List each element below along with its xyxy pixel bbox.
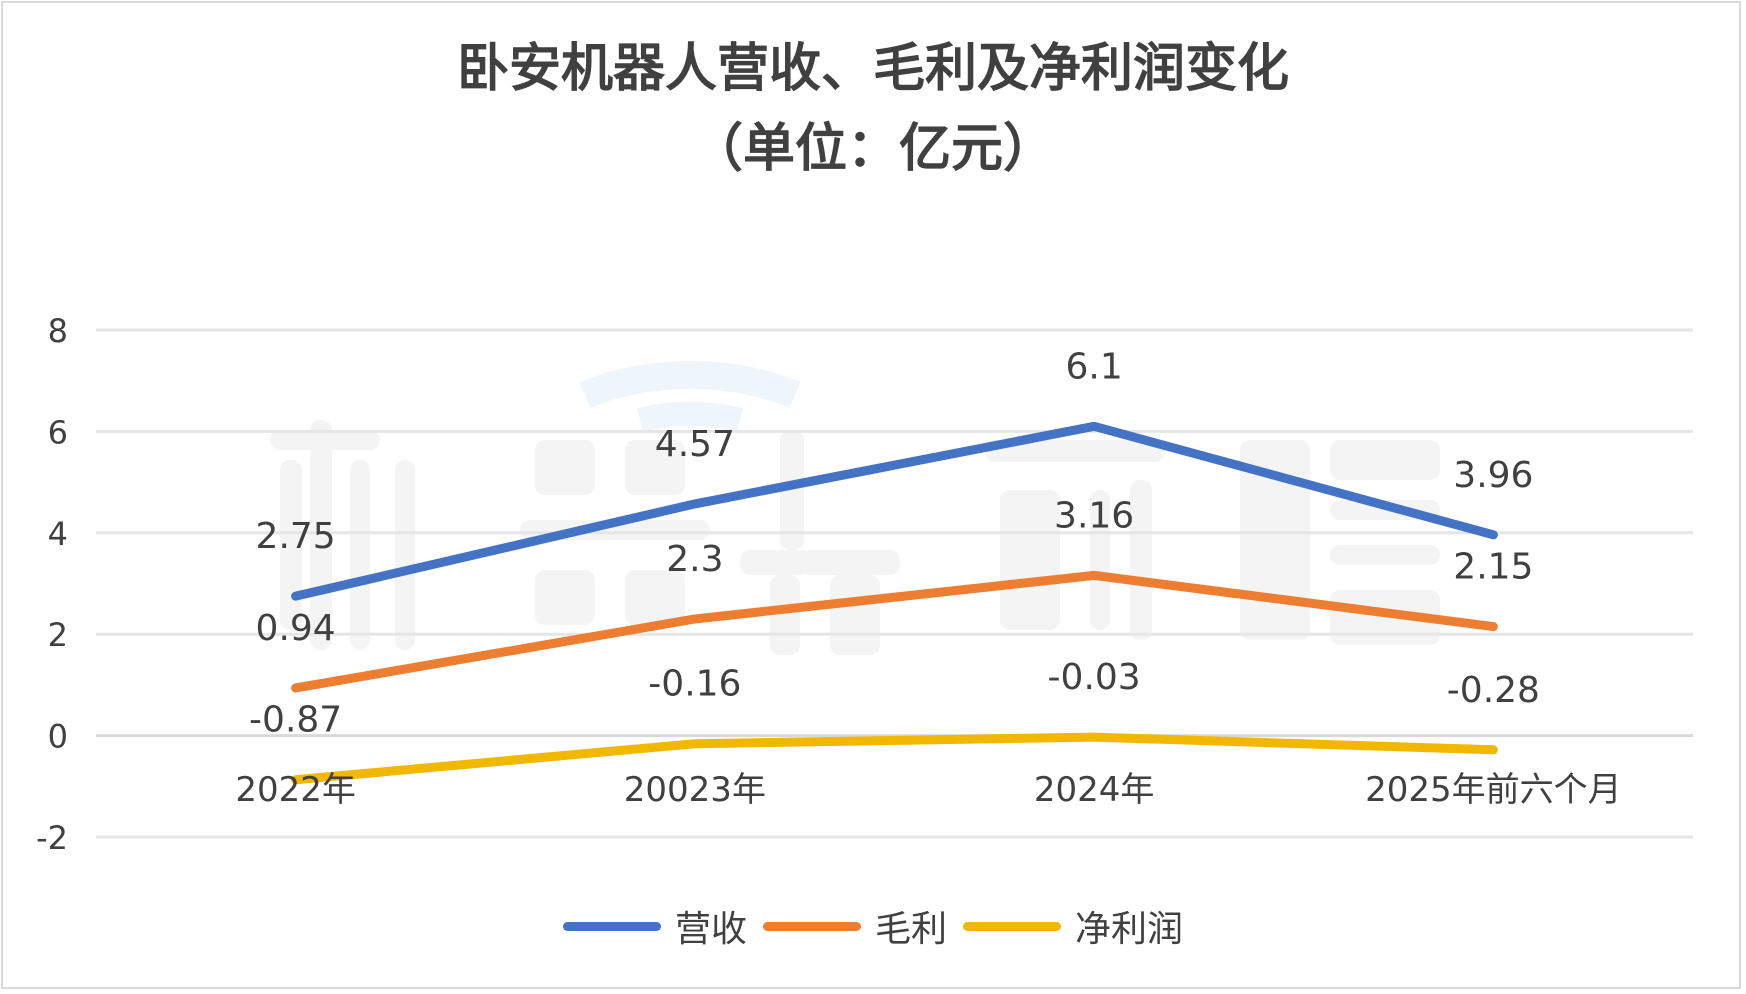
watermark-glyph-shape xyxy=(800,550,900,575)
series-line-0 xyxy=(291,421,1498,601)
y-tick-label: 2 xyxy=(48,616,68,654)
x-tick-label: 2022年 xyxy=(235,770,356,810)
data-label: -0.28 xyxy=(1447,670,1540,711)
watermark-glyph-shape xyxy=(770,575,800,655)
legend-label: 营收 xyxy=(674,909,747,950)
legend-swatch xyxy=(963,921,1061,931)
watermark-signal-icon xyxy=(636,401,744,432)
watermark-glyph-shape xyxy=(1240,440,1310,640)
legend: 营收 毛利 净利润 xyxy=(0,900,1746,952)
watermark-glyph-shape xyxy=(1090,490,1110,630)
legend-swatch xyxy=(562,921,661,931)
y-tick-label: 6 xyxy=(48,413,68,451)
data-label: -0.87 xyxy=(249,700,342,741)
watermark-glyph-shape xyxy=(740,550,810,575)
watermark-glyph-shape xyxy=(1000,490,1060,630)
data-label: 6.1 xyxy=(1065,346,1122,387)
watermark-glyph-shape xyxy=(985,440,1165,462)
chart-title: 卧安机器人营收、毛利及净利润变化 xyxy=(456,38,1289,99)
y-tick-label: 4 xyxy=(48,515,68,553)
legend-item-net-profit[interactable]: 净利润 xyxy=(963,900,1183,952)
series-line-1 xyxy=(291,570,1498,693)
data-label: -0.03 xyxy=(1048,657,1141,698)
watermark-glyph-shape xyxy=(535,570,595,625)
watermark-signal-icon xyxy=(579,361,801,408)
data-label: 0.94 xyxy=(256,608,336,649)
legend-item-gross-profit[interactable]: 毛利 xyxy=(762,900,947,952)
watermark-glyph-shape xyxy=(350,460,370,650)
x-tick-label: 2024年 xyxy=(1034,770,1155,810)
data-label: -0.16 xyxy=(648,664,741,705)
watermark-logo xyxy=(270,361,1440,655)
watermark-glyph-shape xyxy=(280,460,302,630)
chart-subtitle: （单位：亿元） xyxy=(690,118,1055,179)
watermark-glyph-shape xyxy=(1330,545,1440,565)
x-tick-label: 2025年前六个月 xyxy=(1365,770,1622,810)
legend-label: 毛利 xyxy=(874,909,947,950)
data-label: 2.15 xyxy=(1453,547,1533,588)
watermark-glyph-shape xyxy=(625,440,685,495)
y-tick-label: -2 xyxy=(36,819,68,857)
series-line-2 xyxy=(291,732,1498,785)
data-label: 2.3 xyxy=(666,539,723,580)
watermark-glyph-shape xyxy=(395,460,415,650)
watermark-glyph-shape xyxy=(535,440,595,495)
x-tick-label: 20023年 xyxy=(624,770,766,810)
data-label: 3.96 xyxy=(1453,455,1533,496)
watermark-glyph-shape xyxy=(1330,590,1440,645)
watermark-glyph-shape xyxy=(780,430,804,550)
y-tick-label: 0 xyxy=(48,718,68,756)
legend-swatch xyxy=(762,921,861,931)
y-tick-label: 8 xyxy=(48,312,68,350)
data-label: 2.75 xyxy=(256,516,336,557)
legend-item-revenue[interactable]: 营收 xyxy=(562,900,747,952)
watermark-glyph-shape xyxy=(1330,440,1440,480)
watermark-glyph-shape xyxy=(1130,480,1152,640)
watermark-glyph-shape xyxy=(830,575,880,655)
data-label: 3.16 xyxy=(1054,495,1134,536)
watermark-glyph-shape xyxy=(625,570,685,625)
legend-label: 净利润 xyxy=(1075,909,1184,950)
data-label: 4.57 xyxy=(655,424,735,465)
